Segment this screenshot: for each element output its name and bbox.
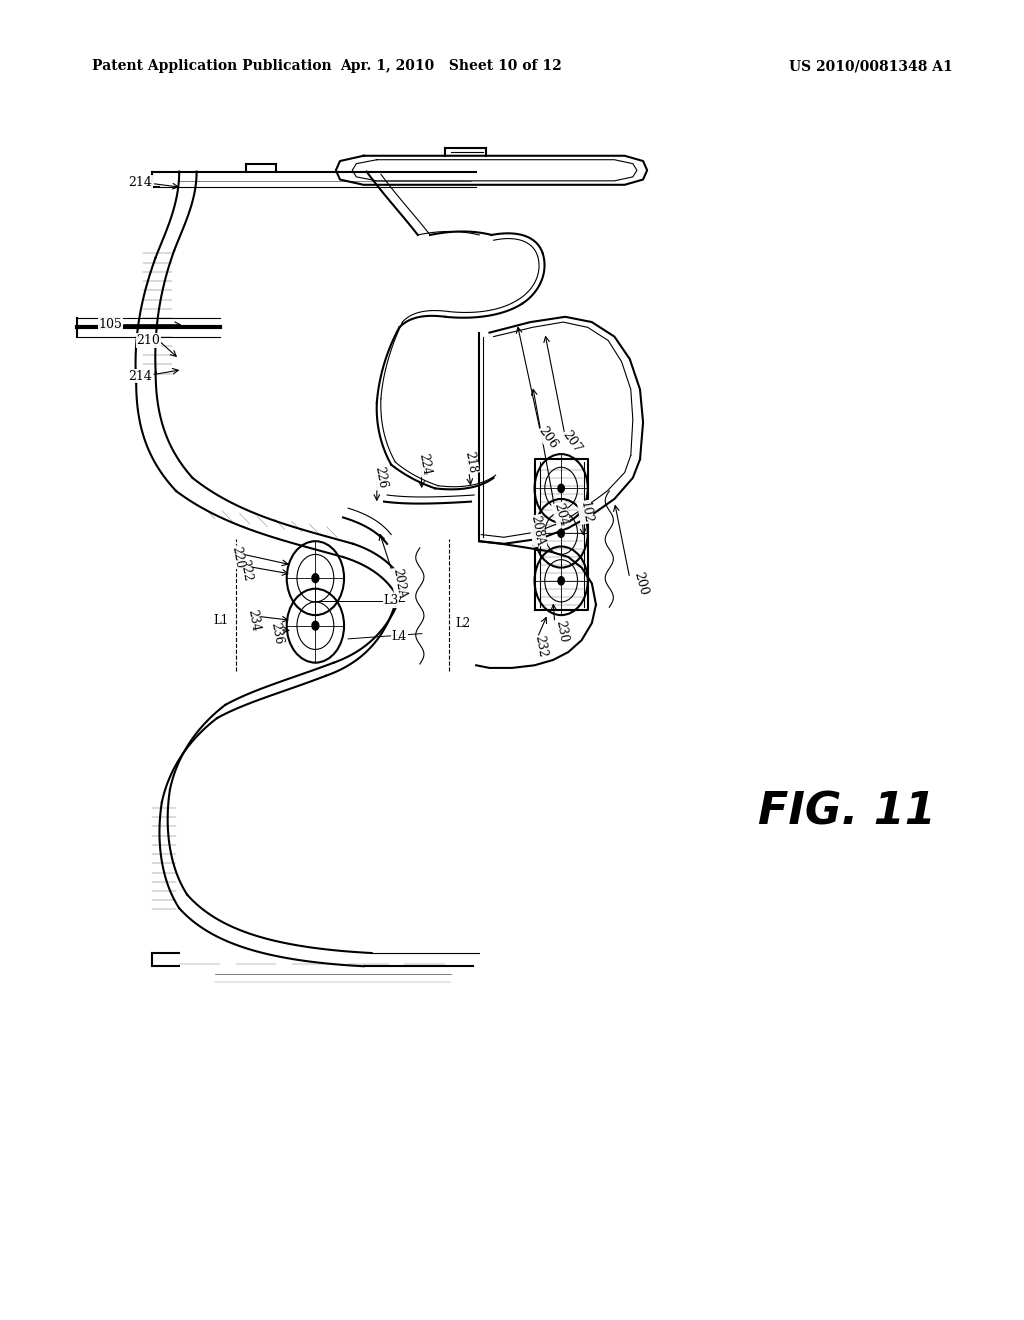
Circle shape	[312, 622, 318, 630]
Text: 234: 234	[246, 609, 262, 632]
Text: 105: 105	[98, 318, 123, 331]
Text: L4: L4	[392, 630, 407, 643]
Text: 230: 230	[553, 619, 569, 643]
Text: Patent Application Publication: Patent Application Publication	[92, 59, 332, 74]
Circle shape	[558, 577, 564, 585]
Text: L3: L3	[384, 594, 398, 607]
Text: 218: 218	[463, 450, 479, 474]
Text: 214: 214	[128, 370, 153, 383]
Text: FIG. 11: FIG. 11	[758, 791, 936, 833]
Text: 214: 214	[128, 176, 153, 189]
Text: Apr. 1, 2010   Sheet 10 of 12: Apr. 1, 2010 Sheet 10 of 12	[340, 59, 561, 74]
Circle shape	[312, 574, 318, 582]
Text: 202A: 202A	[390, 568, 409, 599]
Text: 206: 206	[536, 425, 560, 451]
Text: 204: 204	[552, 502, 570, 528]
Text: 200: 200	[632, 570, 650, 597]
Text: 210: 210	[136, 334, 161, 347]
Text: 222: 222	[238, 558, 254, 582]
Text: 226: 226	[373, 466, 389, 490]
Text: 224: 224	[417, 453, 433, 477]
Text: US 2010/0081348 A1: US 2010/0081348 A1	[788, 59, 952, 74]
Text: 207: 207	[559, 429, 584, 455]
Text: 208A: 208A	[528, 515, 547, 546]
Text: L2: L2	[456, 616, 470, 630]
Text: 102: 102	[578, 500, 594, 524]
Text: 232: 232	[532, 635, 549, 659]
Text: L1: L1	[214, 614, 228, 627]
Text: 236: 236	[268, 622, 285, 645]
Circle shape	[558, 529, 564, 537]
Text: 220: 220	[229, 545, 246, 569]
Circle shape	[558, 484, 564, 492]
